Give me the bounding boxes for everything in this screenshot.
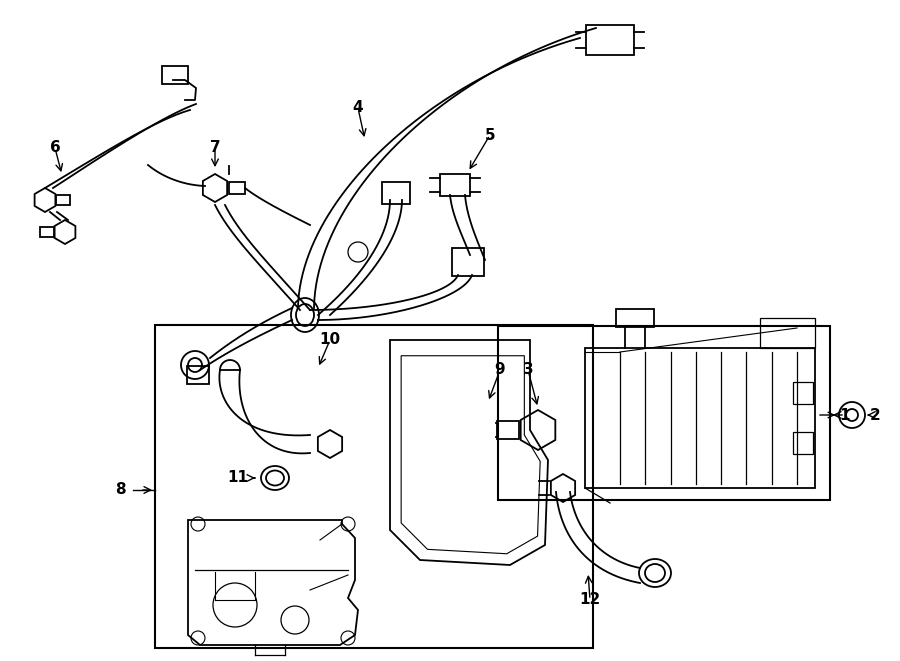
Text: 4: 4 [353,100,364,116]
Bar [155,325,593,648]
Text: 7: 7 [210,141,220,155]
Text: 5: 5 [485,128,495,143]
Text: 8: 8 [114,483,125,498]
Text: 10: 10 [320,332,340,348]
Text: 6: 6 [50,141,60,155]
Text: 2: 2 [869,407,880,422]
Text: 12: 12 [580,592,600,607]
Text: 1: 1 [840,407,850,422]
Text: 3: 3 [523,362,534,377]
Bar [498,326,830,500]
Text: 9: 9 [495,362,505,377]
Text: 11: 11 [228,471,248,485]
